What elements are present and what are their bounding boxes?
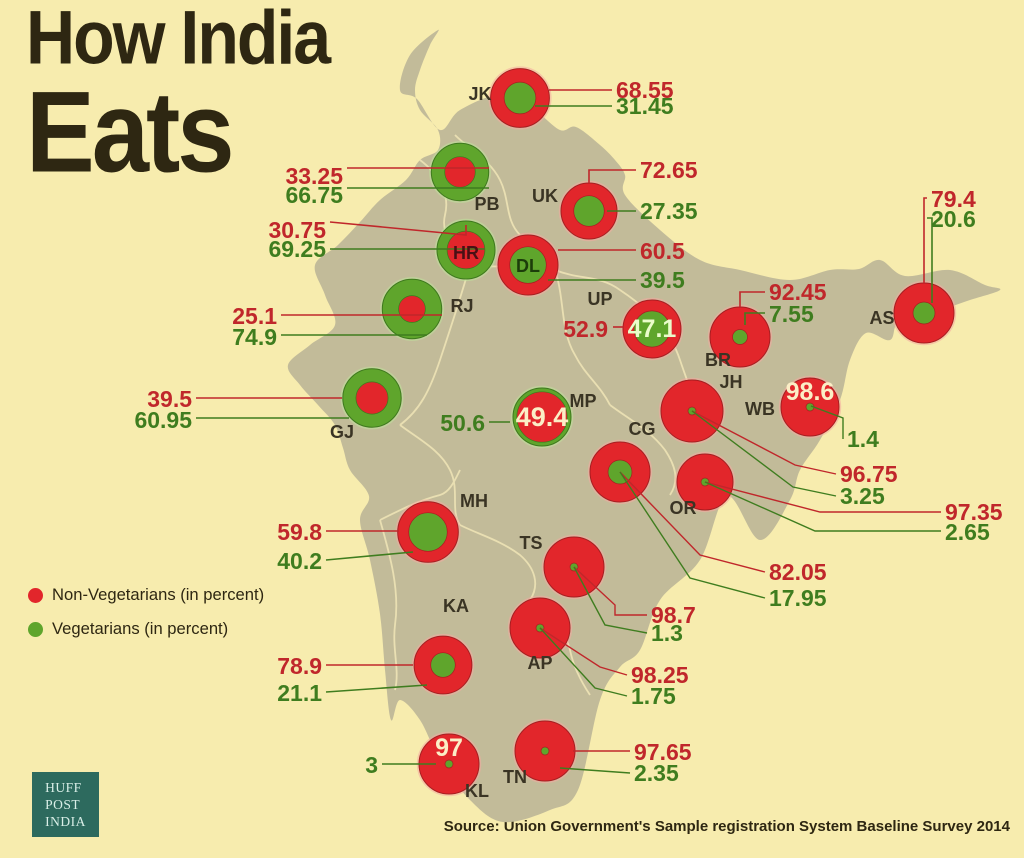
svg-text:PB: PB — [474, 194, 499, 214]
svg-text:2.35: 2.35 — [634, 760, 679, 786]
svg-text:KA: KA — [443, 596, 469, 616]
svg-text:TS: TS — [519, 533, 542, 553]
svg-text:49.4: 49.4 — [516, 402, 569, 432]
svg-text:47.1: 47.1 — [628, 315, 677, 343]
svg-text:DL: DL — [516, 256, 540, 276]
svg-text:60.5: 60.5 — [640, 238, 685, 264]
svg-text:HR: HR — [453, 243, 479, 263]
svg-text:AS: AS — [869, 308, 894, 328]
svg-text:40.2: 40.2 — [277, 548, 322, 574]
svg-text:59.8: 59.8 — [277, 519, 322, 545]
svg-text:1.3: 1.3 — [651, 620, 683, 646]
svg-text:52.9: 52.9 — [563, 316, 608, 342]
svg-text:OR: OR — [670, 498, 697, 518]
svg-text:TN: TN — [503, 767, 527, 787]
svg-text:KL: KL — [465, 781, 489, 801]
svg-text:1.75: 1.75 — [631, 683, 676, 709]
svg-text:1.4: 1.4 — [847, 426, 879, 452]
svg-text:GJ: GJ — [330, 422, 354, 442]
svg-text:39.5: 39.5 — [640, 267, 685, 293]
svg-text:MP: MP — [570, 391, 597, 411]
svg-text:MH: MH — [460, 491, 488, 511]
svg-text:20.6: 20.6 — [931, 206, 976, 232]
svg-text:60.95: 60.95 — [134, 407, 192, 433]
svg-text:BR: BR — [705, 350, 731, 370]
svg-text:AP: AP — [527, 653, 552, 673]
svg-text:JK: JK — [468, 84, 491, 104]
svg-text:69.25: 69.25 — [268, 236, 326, 262]
svg-text:2.65: 2.65 — [945, 519, 990, 545]
svg-text:17.95: 17.95 — [769, 585, 827, 611]
svg-text:50.6: 50.6 — [440, 410, 485, 436]
svg-text:72.65: 72.65 — [640, 157, 698, 183]
svg-text:66.75: 66.75 — [285, 182, 343, 208]
svg-text:27.35: 27.35 — [640, 198, 698, 224]
svg-text:21.1: 21.1 — [277, 680, 322, 706]
svg-text:CG: CG — [629, 419, 656, 439]
svg-text:3.25: 3.25 — [840, 483, 885, 509]
svg-text:UK: UK — [532, 186, 558, 206]
svg-text:7.55: 7.55 — [769, 301, 814, 327]
svg-text:WB: WB — [745, 399, 775, 419]
svg-text:97: 97 — [435, 734, 463, 762]
svg-text:98.6: 98.6 — [786, 378, 835, 406]
svg-text:31.45: 31.45 — [616, 93, 674, 119]
svg-text:82.05: 82.05 — [769, 559, 827, 585]
svg-text:UP: UP — [587, 289, 612, 309]
svg-text:3: 3 — [365, 752, 378, 778]
svg-text:78.9: 78.9 — [277, 653, 322, 679]
svg-text:JH: JH — [719, 372, 742, 392]
svg-text:74.9: 74.9 — [232, 324, 277, 350]
svg-text:RJ: RJ — [450, 296, 473, 316]
